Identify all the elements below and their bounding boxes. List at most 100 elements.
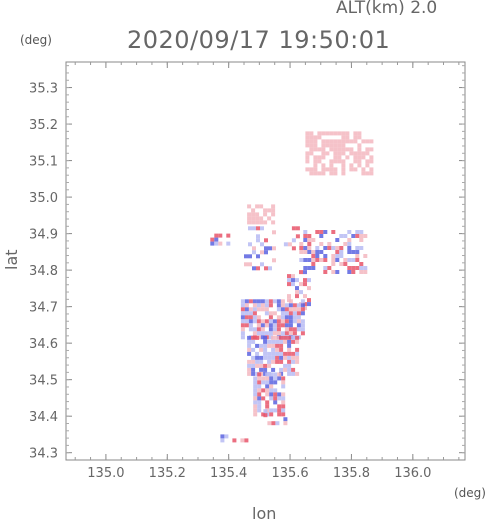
echo-cell [296,307,301,312]
echo-cell [252,250,256,255]
echo-cell [317,131,322,136]
echo-cell [267,421,272,426]
echo-cell [267,363,272,368]
echo-cell [247,204,252,209]
echo-cell [341,167,346,172]
echo-cell [265,372,270,377]
echo-cell [277,408,282,413]
echo-cell [247,351,252,356]
echo-cell [263,347,268,352]
echo-cell [287,294,291,299]
echo-cell [291,246,296,251]
echo-cell [271,220,276,225]
echo-cell [287,274,291,279]
echo-cell [255,355,260,360]
echo-cell [317,155,322,160]
echo-cell [287,359,292,364]
echo-cell [255,216,260,221]
echo-cell [363,254,368,258]
echo-cell [288,327,293,332]
echo-cell [292,319,297,324]
echo-cell [361,167,366,172]
echo-cell [260,262,264,267]
plot-frame [65,61,466,461]
echo-cell [265,384,270,389]
echo-cell [264,238,268,243]
echo-cell [284,323,289,328]
echo-cell [264,319,269,324]
echo-cell [341,159,346,164]
echo-cell [277,376,282,381]
echo-cell [248,242,252,247]
echo-cell [255,212,260,217]
echo-cell [267,339,272,344]
echo-cell [271,343,276,348]
echo-cell [271,208,276,213]
echo-cell [309,139,314,144]
echo-cell [265,388,270,393]
echo-cell [355,266,360,270]
echo-cell [251,208,256,213]
echo-cell [321,155,326,160]
echo-cell [248,323,253,328]
echo-cell [264,307,269,312]
echo-cell [369,139,374,144]
echo-cell [256,226,260,231]
echo-cell [240,307,245,312]
echo-cell [259,363,264,368]
echo-cell [359,230,364,234]
echo-cell [307,298,311,303]
echo-cell [269,380,274,385]
echo-cell [333,143,338,148]
echo-cell [299,270,303,275]
echo-cell [280,331,285,336]
echo-cell [267,359,272,364]
echo-cell [313,143,318,148]
echo-cell [365,159,370,164]
echo-cell [317,159,322,164]
echo-cell [369,155,374,160]
y-tick-label: 35.2 [29,118,58,133]
echo-cell [218,241,223,246]
echo-cell [280,303,285,308]
echo-cell [311,258,316,262]
echo-cell [268,299,273,304]
echo-cell [291,351,296,356]
echo-cell [252,299,257,304]
echo-cell [284,331,289,336]
echo-cell [353,159,358,164]
echo-cell [269,376,274,381]
echo-cell [291,367,296,372]
echo-cell [272,331,277,336]
echo-cell [329,171,334,176]
echo-cell [287,335,292,340]
echo-cell [261,380,266,385]
echo-cell [284,319,289,324]
echo-cell [255,359,260,364]
echo-cell [273,408,278,413]
echo-cell [268,335,273,340]
echo-cell [313,167,318,172]
echo-cell [287,282,291,287]
echo-cell [337,151,342,156]
echo-cell [244,319,249,324]
echo-cell [253,396,258,401]
echo-cell [303,266,308,270]
echo-cell [355,234,360,238]
echo-cell [287,242,292,247]
echo-cell [260,307,265,312]
echo-cell [365,151,370,156]
echo-cell [253,404,258,409]
echo-cell [271,351,276,356]
echo-cell [307,302,311,307]
echo-cell [325,167,330,172]
echo-cell [353,155,358,160]
echo-cell [272,323,277,328]
echo-cell [305,159,310,164]
echo-cell [303,230,308,234]
echo-cell [315,230,320,234]
echo-cell [288,299,293,304]
echo-cell [283,417,288,422]
echo-cell [272,246,276,251]
y-tick-label: 34.5 [29,374,58,389]
